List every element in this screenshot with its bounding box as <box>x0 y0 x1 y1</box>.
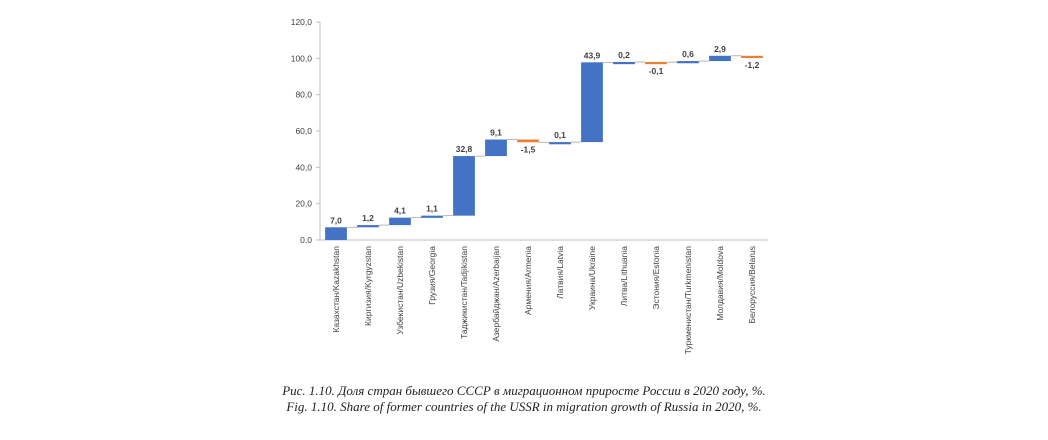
data-label: 1,2 <box>362 213 374 223</box>
x-category-label: Узбекистан/Uzbekistan <box>395 246 405 335</box>
y-tick-label: 120,0 <box>291 17 313 27</box>
waterfall-bar <box>581 62 603 143</box>
figure-caption-en: Fig. 1.10. Share of former countries of … <box>286 399 762 414</box>
data-label: 4,1 <box>394 206 406 216</box>
data-label: 9,1 <box>490 128 502 138</box>
waterfall-bar <box>389 217 411 226</box>
waterfall-bar <box>741 55 763 58</box>
x-category-label: Азербайджан/Azerbaijan <box>491 246 501 342</box>
x-category-label: Туркменистан/Turkmenistan <box>683 246 693 355</box>
waterfall-chart: 0,0 20,0 40,0 60,0 80,0 100,0 120,0 7,0 Казахста… <box>291 17 768 355</box>
waterfall-bar <box>453 156 475 216</box>
y-tick-label: 20,0 <box>295 199 312 209</box>
y-tick-label: 80,0 <box>295 90 312 100</box>
waterfall-bar <box>485 139 507 157</box>
data-label: 32,8 <box>456 144 473 154</box>
data-label: -0,1 <box>649 66 664 76</box>
x-category-label: Армения/Armenia <box>523 246 533 315</box>
chart-area: 0,0 20,0 40,0 60,0 80,0 100,0 120,0 7,0 Казахста… <box>291 17 768 355</box>
data-label: -1,5 <box>521 144 536 154</box>
y-tick-label: 40,0 <box>295 162 312 172</box>
y-tick-label: 60,0 <box>295 126 312 136</box>
data-label: 43,9 <box>584 50 601 60</box>
waterfall-bar <box>645 61 667 65</box>
waterfall-bar <box>613 61 635 65</box>
x-category-label: Латвия/Latvia <box>555 246 565 299</box>
x-category-label: Таджикистан/Tadjikistan <box>459 246 469 339</box>
data-label: 2,9 <box>714 44 726 54</box>
data-label: 0,2 <box>618 50 630 60</box>
waterfall-bar <box>549 142 571 145</box>
x-category-label: Литва/Lithuania <box>619 246 629 307</box>
waterfall-bar <box>677 61 699 64</box>
x-category-label: Молдавия/Moldova <box>715 246 725 321</box>
data-label: 7,0 <box>330 215 342 225</box>
data-label: -1,2 <box>745 60 760 70</box>
waterfall-bar <box>709 55 731 62</box>
figure-caption-ru: Рис. 1.10. Доля стран бывшего СССР в миг… <box>282 383 766 398</box>
x-category-label: Украина/Ukraine <box>587 246 597 310</box>
x-category-label: Казахстан/Kazakhstan <box>331 246 341 333</box>
x-category-label: Грузия/Georgia <box>427 246 437 305</box>
x-category-label: Белоруссия/Belarus <box>747 246 757 324</box>
y-tick-label: 100,0 <box>291 53 313 63</box>
data-label: 1,1 <box>426 204 438 214</box>
waterfall-bar <box>357 225 379 228</box>
waterfall-bar <box>517 139 539 143</box>
waterfall-bar <box>325 227 347 240</box>
x-category-label: Эстония/Estonia <box>651 246 661 310</box>
data-label: 0,1 <box>554 130 566 140</box>
data-label: 0,6 <box>682 49 694 59</box>
waterfall-bar <box>421 215 443 218</box>
y-tick-label: 0,0 <box>300 235 312 245</box>
x-category-label: Киргизия/Kyrgyzstan <box>363 246 373 326</box>
